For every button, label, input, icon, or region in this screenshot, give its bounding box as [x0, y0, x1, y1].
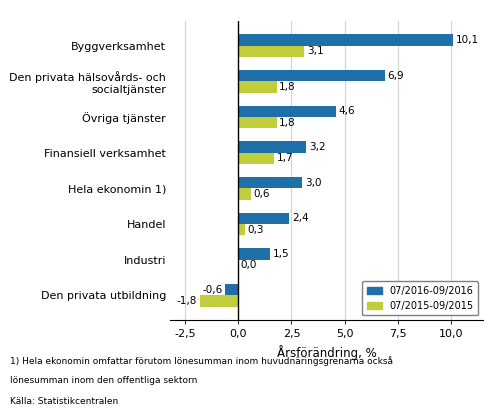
- Bar: [238, 248, 270, 260]
- Text: 3,2: 3,2: [309, 142, 325, 152]
- Bar: [238, 46, 304, 57]
- Text: 6,9: 6,9: [387, 71, 404, 81]
- Text: 3,0: 3,0: [305, 178, 321, 188]
- Text: -0,6: -0,6: [203, 285, 223, 295]
- Text: 0,3: 0,3: [247, 225, 264, 235]
- Text: 0,6: 0,6: [253, 189, 270, 199]
- Bar: [238, 35, 454, 46]
- Text: Källa: Statistikcentralen: Källa: Statistikcentralen: [10, 397, 118, 406]
- Bar: [238, 213, 289, 224]
- Text: 1,8: 1,8: [279, 118, 296, 128]
- Text: 1) Hela ekonomin omfattar förutom lönesumman inom huvudnäringsgrenarna också: 1) Hela ekonomin omfattar förutom lönesu…: [10, 356, 393, 366]
- Bar: [238, 153, 275, 164]
- Bar: [238, 70, 385, 82]
- Bar: [238, 106, 336, 117]
- Legend: 07/2016-09/2016, 07/2015-09/2015: 07/2016-09/2016, 07/2015-09/2015: [362, 281, 478, 315]
- Text: 2,4: 2,4: [292, 213, 309, 223]
- Bar: [238, 117, 277, 129]
- Text: 1,7: 1,7: [277, 154, 294, 163]
- Text: 3,1: 3,1: [307, 47, 323, 57]
- Bar: [238, 141, 306, 153]
- Text: 0,0: 0,0: [241, 260, 257, 270]
- Bar: [238, 177, 302, 188]
- Bar: [238, 82, 277, 93]
- Text: -1,8: -1,8: [177, 296, 197, 306]
- Text: 1,5: 1,5: [273, 249, 289, 259]
- Text: 4,6: 4,6: [339, 106, 355, 116]
- Bar: [200, 295, 238, 307]
- Text: 1,8: 1,8: [279, 82, 296, 92]
- Bar: [225, 284, 238, 295]
- Bar: [238, 224, 245, 235]
- X-axis label: Årsförändring, %: Årsförändring, %: [277, 345, 377, 360]
- Text: lönesumman inom den offentliga sektorn: lönesumman inom den offentliga sektorn: [10, 376, 197, 386]
- Text: 10,1: 10,1: [456, 35, 479, 45]
- Bar: [238, 188, 251, 200]
